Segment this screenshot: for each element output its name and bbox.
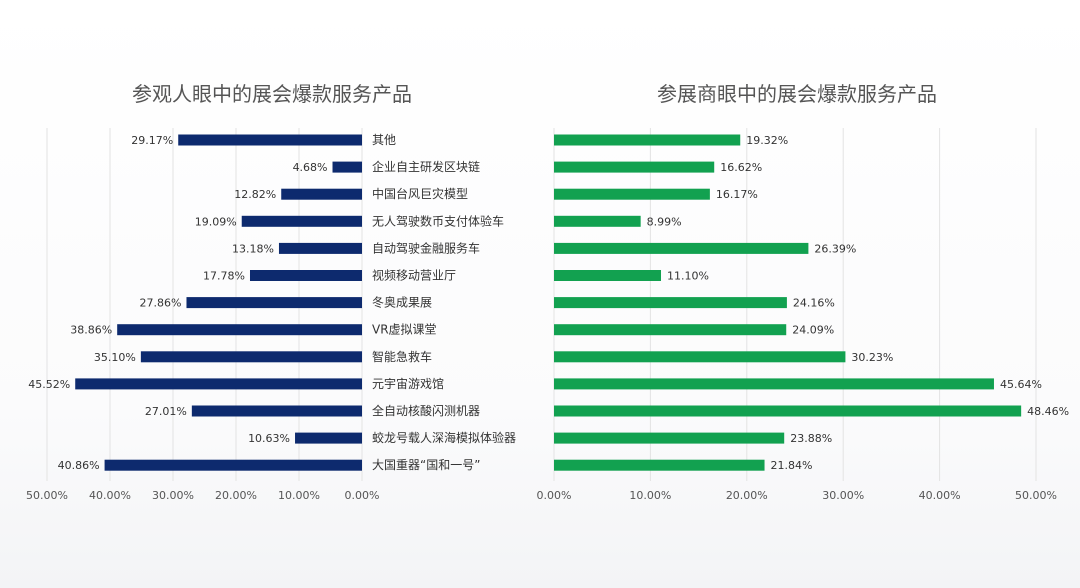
left-bar bbox=[332, 161, 362, 173]
right-bar bbox=[554, 188, 710, 200]
right-data-label: 24.16% bbox=[793, 297, 835, 310]
left-data-label: 38.86% bbox=[70, 324, 112, 337]
left-bar bbox=[140, 351, 362, 363]
category-label: 企业自主研发区块链 bbox=[372, 159, 480, 174]
left-bar bbox=[117, 324, 362, 336]
category-label: 无人驾驶数币支付体验车 bbox=[372, 213, 504, 228]
category-label: 元宇宙游戏馆 bbox=[372, 376, 444, 391]
left-data-label: 13.18% bbox=[232, 242, 274, 255]
right-bar bbox=[554, 134, 741, 146]
left-bar bbox=[75, 378, 362, 390]
category-label: VR虚拟课堂 bbox=[372, 323, 437, 337]
left-x-tick-label: 20.00% bbox=[215, 489, 257, 502]
right-x-tick-label: 50.00% bbox=[1015, 489, 1057, 502]
right-data-label: 24.09% bbox=[792, 324, 834, 337]
left-x-tick-label: 30.00% bbox=[152, 489, 194, 502]
right-bar bbox=[554, 324, 787, 336]
right-bar bbox=[554, 270, 662, 281]
right-data-label: 45.64% bbox=[1000, 378, 1042, 391]
category-label: 冬奥成果展 bbox=[372, 295, 432, 310]
left-bar bbox=[191, 405, 362, 417]
right-data-label: 19.32% bbox=[746, 134, 788, 147]
right-bar bbox=[554, 161, 715, 173]
right-data-label: 21.84% bbox=[771, 459, 813, 472]
right-data-label: 26.39% bbox=[814, 242, 856, 255]
category-label: 蛟龙号载人深海模拟体验器 bbox=[372, 430, 516, 445]
right-x-tick-label: 20.00% bbox=[726, 489, 768, 502]
left-data-label: 19.09% bbox=[195, 215, 237, 228]
category-label: 视频移动营业厅 bbox=[372, 268, 456, 283]
left-bar bbox=[278, 242, 362, 254]
category-label: 智能急救车 bbox=[372, 349, 432, 364]
left-bar bbox=[104, 459, 362, 471]
category-label: 全自动核酸闪测机器 bbox=[372, 403, 480, 418]
left-bar bbox=[295, 432, 362, 444]
left-bar bbox=[241, 215, 362, 227]
left-data-label: 10.63% bbox=[248, 432, 290, 445]
right-bar bbox=[554, 378, 994, 390]
right-bar bbox=[554, 215, 641, 227]
left-data-label: 29.17% bbox=[131, 134, 173, 147]
left-x-tick-label: 0.00% bbox=[345, 489, 380, 502]
left-bar bbox=[249, 270, 362, 281]
category-label: 中国台风巨灾模型 bbox=[372, 186, 468, 201]
right-x-tick-label: 10.00% bbox=[629, 489, 671, 502]
right-bar bbox=[554, 297, 787, 309]
left-data-label: 4.68% bbox=[293, 161, 328, 174]
right-data-label: 48.46% bbox=[1027, 405, 1069, 418]
category-label: 大国重器“国和一号” bbox=[372, 458, 480, 472]
left-x-tick-label: 10.00% bbox=[278, 489, 320, 502]
right-data-label: 8.99% bbox=[647, 215, 682, 228]
left-bar bbox=[281, 188, 362, 200]
left-x-tick-label: 50.00% bbox=[26, 489, 68, 502]
right-data-label: 16.62% bbox=[720, 161, 762, 174]
left-data-label: 27.01% bbox=[145, 405, 187, 418]
left-bar bbox=[178, 134, 362, 146]
right-x-tick-label: 0.00% bbox=[537, 489, 572, 502]
right-data-label: 23.88% bbox=[790, 432, 832, 445]
left-data-label: 35.10% bbox=[94, 351, 136, 364]
right-bar bbox=[554, 351, 846, 363]
right-bar bbox=[554, 459, 765, 471]
left-chart-title: 参观人眼中的展会爆款服务产品 bbox=[132, 82, 412, 106]
left-bar bbox=[186, 297, 362, 309]
right-x-tick-label: 30.00% bbox=[822, 489, 864, 502]
right-data-label: 30.23% bbox=[851, 351, 893, 364]
left-data-label: 27.86% bbox=[140, 297, 182, 310]
left-x-tick-label: 40.00% bbox=[89, 489, 131, 502]
right-chart-title: 参展商眼中的展会爆款服务产品 bbox=[657, 82, 937, 106]
left-data-label: 40.86% bbox=[58, 459, 100, 472]
right-data-label: 16.17% bbox=[716, 188, 758, 201]
left-data-label: 17.78% bbox=[203, 270, 245, 283]
right-x-tick-label: 40.00% bbox=[919, 489, 961, 502]
right-bar bbox=[554, 432, 785, 444]
left-data-label: 45.52% bbox=[28, 378, 70, 391]
category-label: 其他 bbox=[372, 133, 396, 147]
category-label: 自动驾驶金融服务车 bbox=[372, 240, 480, 255]
right-data-label: 11.10% bbox=[667, 270, 709, 283]
left-data-label: 12.82% bbox=[234, 188, 276, 201]
right-bar bbox=[554, 242, 809, 254]
right-bar bbox=[554, 405, 1022, 417]
